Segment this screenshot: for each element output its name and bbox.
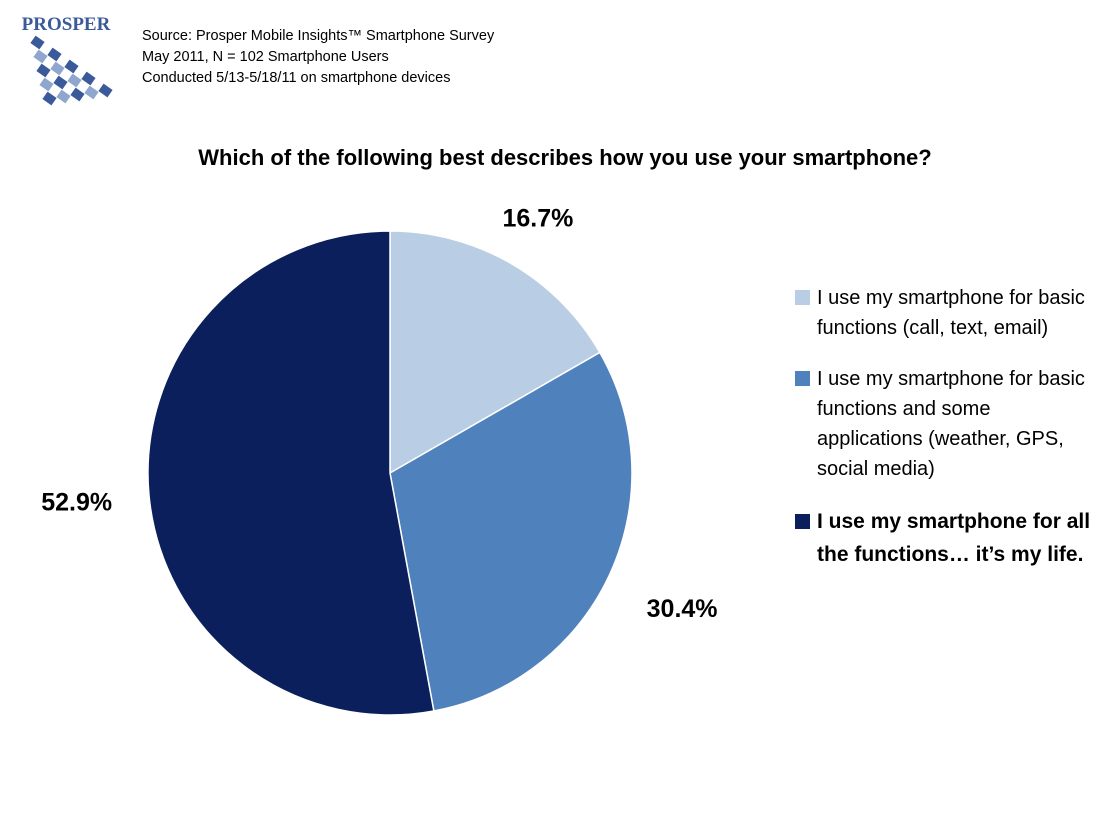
legend-swatch-basic [795, 290, 810, 305]
pie-slices [147, 230, 633, 716]
logo-tile [33, 49, 48, 64]
legend-label-all: I use my smartphone for all the function… [817, 510, 1091, 566]
logo-text: PROSPER [22, 14, 111, 35]
legend-item-all: I use my smartphone for all the function… [795, 505, 1095, 571]
slice-label-all: 52.9% [41, 489, 112, 517]
legend-swatch-all [795, 514, 810, 529]
pie-slice-all [147, 230, 435, 716]
logo-tile [30, 35, 45, 50]
logo-tile [50, 61, 65, 76]
logo-tile [64, 59, 79, 74]
prosper-logo-grid-icon: PROSPER [22, 14, 113, 106]
logo-tile [98, 83, 113, 98]
source-line-1: Source: Prosper Mobile Insights™ Smartph… [142, 28, 495, 44]
prosper-logo: PROSPER [14, 12, 118, 116]
source-note: Source: Prosper Mobile Insights™ Smartph… [142, 26, 494, 89]
legend-label-apps: I use my smartphone for basic functions … [817, 368, 1085, 480]
pie-slice-basic [389, 230, 601, 475]
logo-tile [70, 87, 85, 102]
pie-labels: 16.7% 30.4% 52.9% [41, 205, 717, 624]
legend-item-apps: I use my smartphone for basic functions … [795, 364, 1095, 484]
logo-tile [47, 47, 62, 62]
logo-tile [53, 75, 68, 90]
slice-label-apps: 30.4% [647, 595, 718, 623]
logo-grid [30, 35, 113, 106]
pie-slice-apps [389, 351, 633, 712]
chart-legend: I use my smartphone for basic functions … [795, 283, 1095, 592]
logo-tile [56, 89, 71, 104]
logo-tile [67, 73, 82, 88]
source-line-3: Conducted 5/13-5/18/11 on smartphone dev… [142, 70, 451, 86]
legend-item-basic: I use my smartphone for basic functions … [795, 283, 1095, 343]
chart-title: Which of the following best describes ho… [198, 145, 932, 170]
legend-swatch-apps [795, 371, 810, 386]
logo-tile [42, 91, 57, 106]
logo-tile [84, 85, 99, 100]
slice-label-basic: 16.7% [502, 205, 573, 233]
legend-label-basic: I use my smartphone for basic functions … [817, 287, 1085, 339]
logo-tile [36, 63, 51, 78]
logo-tile [39, 77, 54, 92]
source-line-2: May 2011, N = 102 Smartphone Users [142, 49, 389, 65]
logo-tile [81, 71, 96, 86]
